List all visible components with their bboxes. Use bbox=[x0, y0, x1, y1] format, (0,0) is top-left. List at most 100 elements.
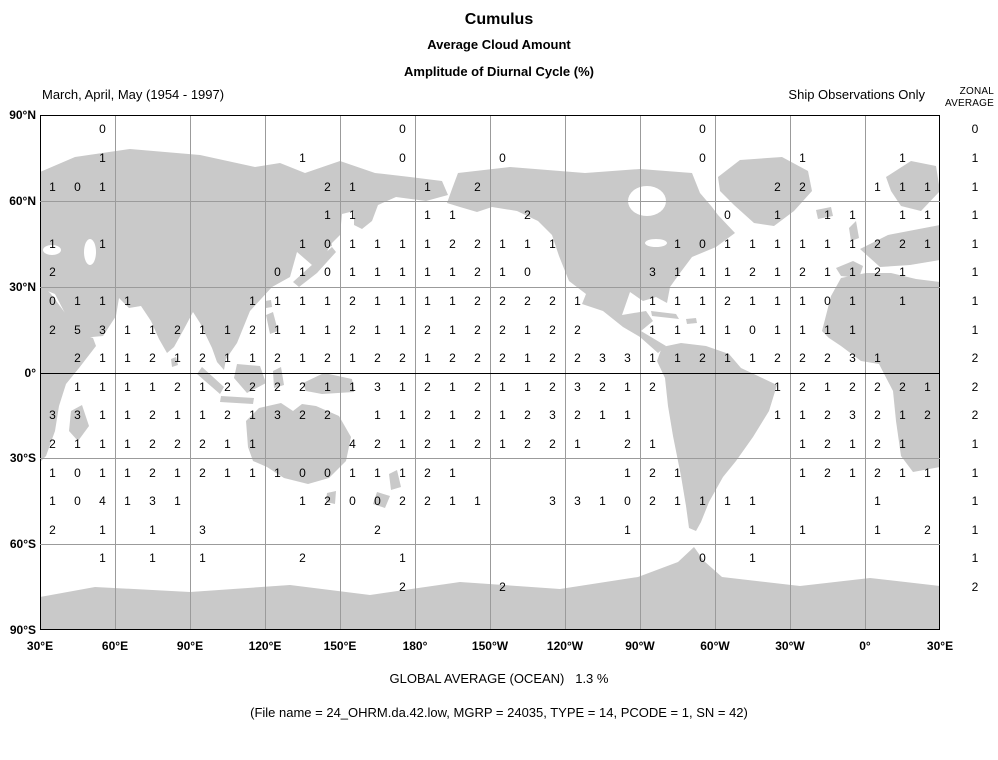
grid-value: 1 bbox=[824, 208, 831, 223]
grid-value: 2 bbox=[324, 351, 331, 366]
grid-value: 2 bbox=[299, 379, 306, 394]
grid-value: 1 bbox=[349, 465, 356, 480]
grid-value: 1 bbox=[299, 351, 306, 366]
grid-value: 1 bbox=[299, 265, 306, 280]
grid-value: 2 bbox=[424, 408, 431, 423]
land-sakhalin bbox=[323, 225, 332, 248]
period-label: March, April, May (1954 - 1997) bbox=[42, 87, 225, 102]
zonal-average-header-line1: ZONAL bbox=[959, 86, 994, 97]
grid-value: 2 bbox=[799, 379, 806, 394]
grid-value: 2 bbox=[424, 379, 431, 394]
grid-line-horizontal bbox=[40, 458, 940, 460]
zonal-average-value: 1 bbox=[971, 322, 979, 337]
y-tick-label: 90°N bbox=[9, 108, 36, 122]
land-iceland bbox=[816, 207, 833, 219]
grid-value: 2 bbox=[224, 379, 231, 394]
grid-value: 1 bbox=[799, 437, 806, 452]
grid-value: 2 bbox=[499, 351, 506, 366]
grid-value: 2 bbox=[874, 379, 881, 394]
grid-value: 1 bbox=[674, 293, 681, 308]
grid-value: 1 bbox=[249, 408, 256, 423]
land-taiwan bbox=[265, 300, 272, 308]
x-tick-label: 150°W bbox=[471, 639, 509, 653]
grid-value: 1 bbox=[399, 551, 406, 566]
grid-value: 2 bbox=[649, 494, 656, 509]
grid-value: 1 bbox=[799, 293, 806, 308]
grid-value: 2 bbox=[274, 379, 281, 394]
grid-value: 0 bbox=[824, 293, 831, 308]
grid-value: 1 bbox=[799, 322, 806, 337]
grid-value: 1 bbox=[624, 408, 631, 423]
grid-value: 1 bbox=[574, 293, 581, 308]
y-tick-label: 30°S bbox=[9, 451, 36, 466]
grid-value: 0 bbox=[99, 122, 106, 137]
grid-value: 1 bbox=[174, 465, 181, 480]
grid-value: 2 bbox=[524, 408, 531, 423]
grid-value: 1 bbox=[899, 150, 906, 165]
grid-value: 2 bbox=[874, 265, 881, 280]
grid-value: 2 bbox=[849, 379, 856, 394]
grid-value: 0 bbox=[699, 150, 706, 165]
grid-value: 1 bbox=[899, 179, 906, 194]
grid-value: 2 bbox=[174, 379, 181, 394]
grid-value: 2 bbox=[824, 465, 831, 480]
grid-value: 1 bbox=[99, 437, 106, 452]
grid-value: 2 bbox=[49, 522, 56, 537]
grid-value: 1 bbox=[424, 236, 431, 251]
grid-value: 1 bbox=[49, 179, 56, 194]
grid-value: 1 bbox=[624, 522, 631, 537]
land-new-guinea bbox=[303, 373, 354, 394]
grid-value: 2 bbox=[349, 293, 356, 308]
ship-observations-label: Ship Observations Only bbox=[788, 87, 925, 102]
grid-value: 2 bbox=[549, 322, 556, 337]
grid-value: 1 bbox=[149, 522, 156, 537]
y-tick-label: 60°S bbox=[9, 537, 36, 552]
land-tasmania bbox=[326, 491, 336, 504]
x-tick-label: 0° bbox=[859, 639, 871, 653]
grid-value: 1 bbox=[499, 408, 506, 423]
land-sri-lanka bbox=[171, 357, 178, 367]
grid-value: 1 bbox=[274, 293, 281, 308]
grid-value: 1 bbox=[124, 408, 131, 423]
file-info-label: (File name = 24_OHRM.da.42.low, MGRP = 2… bbox=[250, 705, 748, 720]
grid-value: 2 bbox=[474, 265, 481, 280]
grid-value: 2 bbox=[199, 351, 206, 366]
grid-value: 1 bbox=[574, 437, 581, 452]
grid-value: 2 bbox=[874, 465, 881, 480]
grid-value: 1 bbox=[449, 379, 456, 394]
land-south-america bbox=[657, 343, 777, 531]
grid-value: 1 bbox=[649, 351, 656, 366]
grid-value: 0 bbox=[349, 494, 356, 509]
grid-value: 2 bbox=[574, 408, 581, 423]
grid-value: 1 bbox=[849, 437, 856, 452]
grid-value: 2 bbox=[874, 236, 881, 251]
grid-value: 2 bbox=[474, 179, 481, 194]
grid-value: 1 bbox=[524, 322, 531, 337]
map-border-horizontal bbox=[40, 629, 940, 630]
grid-value: 1 bbox=[374, 408, 381, 423]
grid-value: 2 bbox=[174, 322, 181, 337]
x-tick-label: 90°E bbox=[176, 639, 204, 653]
grid-value: 1 bbox=[724, 265, 731, 280]
grid-value: 4 bbox=[349, 437, 356, 452]
land-madagascar bbox=[69, 405, 89, 441]
map-border-horizontal bbox=[40, 115, 940, 116]
grid-value: 2 bbox=[199, 437, 206, 452]
grid-value: 1 bbox=[424, 351, 431, 366]
grid-value: 1 bbox=[449, 494, 456, 509]
grid-value: 0 bbox=[699, 551, 706, 566]
grid-value: 1 bbox=[124, 322, 131, 337]
grid-value: 1 bbox=[299, 322, 306, 337]
grid-value: 1 bbox=[249, 293, 256, 308]
grid-value: 1 bbox=[649, 437, 656, 452]
grid-value: 1 bbox=[249, 437, 256, 452]
grid-value: 1 bbox=[399, 379, 406, 394]
grid-value: 1 bbox=[324, 322, 331, 337]
grid-value: 1 bbox=[299, 150, 306, 165]
grid-value: 2 bbox=[249, 322, 256, 337]
grid-value: 1 bbox=[399, 236, 406, 251]
grid-value: 1 bbox=[349, 351, 356, 366]
grid-value: 1 bbox=[449, 322, 456, 337]
grid-value: 2 bbox=[874, 408, 881, 423]
